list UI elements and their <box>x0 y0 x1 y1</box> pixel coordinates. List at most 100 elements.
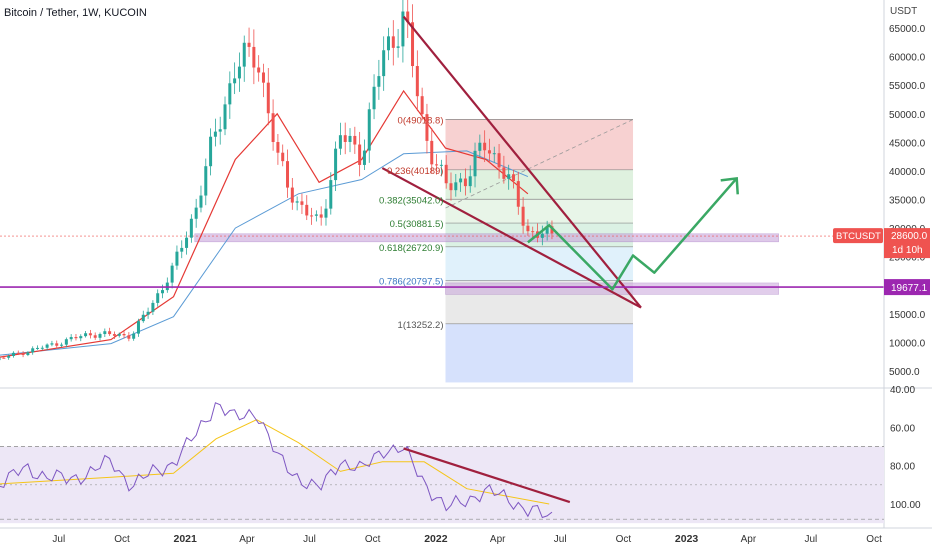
candle-body <box>50 343 54 345</box>
candle-body <box>310 215 314 217</box>
candle-body <box>367 109 371 151</box>
candle-body <box>526 225 530 232</box>
currency-label: USDT <box>890 6 917 17</box>
candle-body <box>36 347 40 349</box>
time-tick-label: Apr <box>741 534 757 545</box>
candle-body <box>531 231 535 233</box>
candle-body <box>406 11 410 23</box>
candle-body <box>185 237 189 248</box>
candle-body <box>487 150 491 154</box>
candle-body <box>348 135 352 142</box>
candle-body <box>170 265 174 283</box>
candle-body <box>93 335 97 338</box>
candle-body <box>40 347 44 349</box>
candle-body <box>199 195 203 208</box>
time-tick-label: Oct <box>616 534 632 545</box>
candle-body <box>74 337 78 339</box>
price-tick-label: 10000.0 <box>889 338 926 349</box>
candle-body <box>228 83 232 105</box>
candle-body <box>430 140 434 165</box>
candle-body <box>247 42 251 47</box>
candle-body <box>84 333 88 337</box>
rsi-line <box>0 402 553 519</box>
candle-body <box>180 247 184 252</box>
candle-body <box>343 135 347 142</box>
candle-body <box>213 131 217 137</box>
candle-body <box>209 136 213 167</box>
candle-body <box>521 206 525 226</box>
candle-body <box>386 36 390 51</box>
candle-body <box>545 226 549 234</box>
candle-body <box>540 233 544 238</box>
candle-body <box>295 201 299 203</box>
candle-body <box>358 144 362 165</box>
candle-body <box>69 337 73 340</box>
candle-body <box>444 164 448 184</box>
candle-body <box>396 46 400 48</box>
candle-body <box>497 153 501 168</box>
candle-body <box>516 181 520 207</box>
symbol-tag-label: BTCUSDT <box>836 231 881 242</box>
candle-body <box>478 142 482 151</box>
candle-body <box>64 339 68 345</box>
candle-body <box>175 251 179 266</box>
candle-body <box>420 96 424 115</box>
candle-body <box>0 357 1 361</box>
rsi-tick-label: 80.00 <box>890 462 915 473</box>
candle-body <box>112 334 116 336</box>
candle-body <box>141 314 145 322</box>
last-price-tag <box>884 228 930 259</box>
time-tick-label: Jul <box>805 534 818 545</box>
support-price-label: 19677.1 <box>891 283 928 294</box>
candle-body <box>411 22 415 67</box>
candle-body <box>507 174 511 179</box>
fib-level-label: 0.382(35042.0) <box>379 195 443 206</box>
candle-body <box>31 348 35 353</box>
rsi-divergence-trendline <box>403 447 571 504</box>
price-tick-label: 65000.0 <box>889 24 926 35</box>
candle-body <box>353 135 357 145</box>
candle-body <box>276 142 280 153</box>
candle-body <box>286 161 290 188</box>
candle-body <box>314 214 318 216</box>
fib-level-label: 1(13252.2) <box>398 320 444 331</box>
candle-body <box>329 180 333 209</box>
time-tick-label: Jul <box>52 534 65 545</box>
time-tick-label: Jul <box>554 534 567 545</box>
candle-body <box>55 343 59 346</box>
price-tick-label: 25000.0 <box>889 253 926 264</box>
ema-slow-line <box>0 150 529 356</box>
candle-body <box>237 66 241 79</box>
candle-body <box>319 214 323 218</box>
candle-body <box>266 82 270 114</box>
candle-body <box>136 321 140 334</box>
candle-body <box>189 218 193 238</box>
candle-body <box>492 153 496 155</box>
price-tick-label: 55000.0 <box>889 81 926 92</box>
rsi-tick-label: 100.00 <box>890 500 921 511</box>
candle-body <box>26 352 30 355</box>
candle-body <box>362 150 366 165</box>
candle-body <box>146 311 150 315</box>
candle-body <box>483 142 487 151</box>
candle-body <box>204 166 208 196</box>
projection-arrowhead <box>720 176 739 195</box>
fib-zone <box>445 119 634 170</box>
candle-body <box>377 76 381 87</box>
time-tick-label: 2023 <box>675 533 699 545</box>
fib-level-label: 0.786(20797.5) <box>379 277 443 288</box>
candle-body <box>156 293 160 303</box>
fib-level-label: 0.236(40189) <box>387 166 444 177</box>
candle-body <box>439 164 443 166</box>
candle-body <box>459 178 463 183</box>
fib-level-label: 0.5(30881.5) <box>390 219 444 230</box>
candle-body <box>218 129 222 132</box>
fib-zone <box>445 199 634 224</box>
candle-body <box>401 11 405 47</box>
candle-body <box>117 334 121 336</box>
candle-body <box>290 187 294 203</box>
candle-body <box>21 353 25 355</box>
symbol-tag <box>833 228 883 244</box>
